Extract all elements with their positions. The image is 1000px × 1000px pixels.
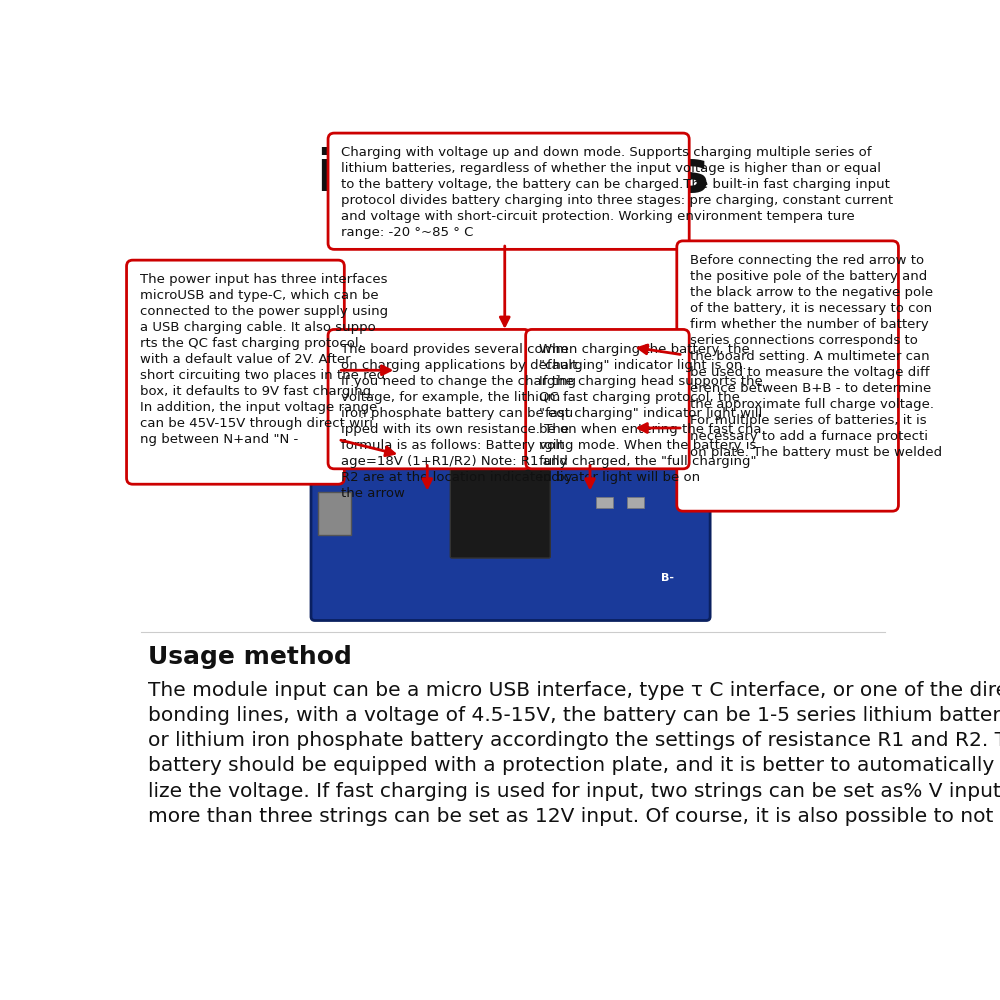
FancyBboxPatch shape [677, 241, 898, 511]
FancyBboxPatch shape [596, 393, 613, 404]
Text: The power input has three interfaces
microUSB and type-C, which can be
connected: The power input has three interfaces mic… [140, 273, 388, 446]
FancyBboxPatch shape [318, 492, 351, 535]
Text: B+: B+ [658, 382, 676, 392]
Text: Charging with voltage up and down mode. Supports charging multiple series of
lit: Charging with voltage up and down mode. … [341, 146, 893, 239]
FancyBboxPatch shape [385, 368, 400, 377]
Text: The board provides several comm
on charging applications by default.
If you need: The board provides several comm on charg… [341, 343, 582, 500]
FancyBboxPatch shape [424, 389, 439, 399]
FancyBboxPatch shape [127, 260, 344, 484]
Text: B-: B- [661, 573, 674, 583]
Text: When charging the battery, the
"charging" indicator light is on.
If the charging: When charging the battery, the "charging… [539, 343, 763, 484]
FancyBboxPatch shape [450, 466, 550, 558]
FancyBboxPatch shape [524, 378, 587, 452]
FancyBboxPatch shape [400, 391, 413, 399]
FancyBboxPatch shape [385, 395, 400, 404]
Text: Before connecting the red arrow to
the positive pole of the battery and
the blac: Before connecting the red arrow to the p… [690, 254, 942, 459]
FancyBboxPatch shape [318, 415, 349, 453]
Text: instructions: instructions [316, 147, 709, 204]
FancyBboxPatch shape [311, 339, 710, 620]
FancyBboxPatch shape [627, 497, 644, 508]
FancyBboxPatch shape [526, 329, 689, 469]
Text: Usage method: Usage method [148, 645, 352, 669]
FancyBboxPatch shape [627, 402, 644, 412]
FancyBboxPatch shape [328, 329, 530, 469]
Text: 4R7: 4R7 [537, 406, 573, 424]
FancyBboxPatch shape [328, 133, 689, 249]
Text: The module input can be a micro USB interface, type τ C interface, or one of the: The module input can be a micro USB inte… [148, 681, 1000, 826]
FancyBboxPatch shape [596, 497, 613, 508]
